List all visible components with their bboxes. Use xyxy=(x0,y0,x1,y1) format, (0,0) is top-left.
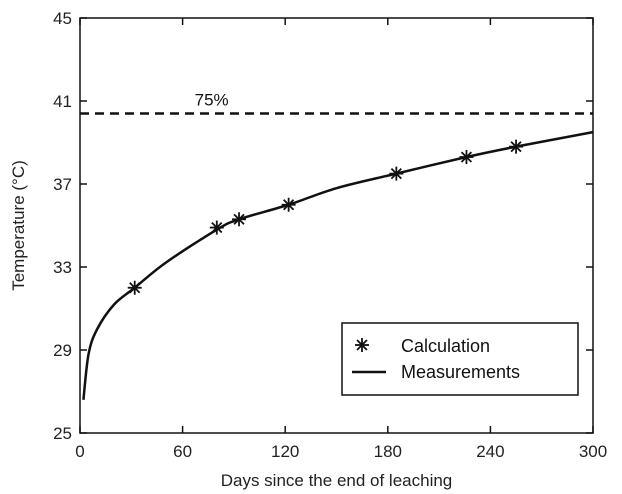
x-tick-label: 0 xyxy=(75,442,84,461)
marker-stroke xyxy=(460,151,473,163)
x-axis: 0 60 120 180 240 300 xyxy=(75,18,607,461)
y-axis-label: Temperature (°C) xyxy=(9,160,28,291)
calculation-point xyxy=(459,150,474,165)
x-tick-label: 300 xyxy=(579,442,607,461)
y-axis: 25 29 33 37 41 45 xyxy=(53,9,593,443)
marker-stroke xyxy=(211,221,223,234)
marker-stroke xyxy=(129,282,141,294)
calculation-point xyxy=(281,197,296,212)
marker-stroke xyxy=(390,168,402,180)
x-tick-label: 60 xyxy=(173,442,192,461)
x-axis-label: Days since the end of leaching xyxy=(221,471,453,490)
y-tick-label: 37 xyxy=(53,175,72,194)
calculation-point xyxy=(389,166,404,181)
y-tick-label: 25 xyxy=(53,424,72,443)
legend: Calculation Measurements xyxy=(341,322,579,396)
calculation-point xyxy=(232,212,247,227)
marker-stroke xyxy=(510,141,522,153)
plot-frame xyxy=(79,17,594,434)
legend-calculation-label: Calculation xyxy=(401,336,490,356)
legend-asterisk xyxy=(355,338,369,352)
y-tick-label: 45 xyxy=(53,9,72,28)
calculation-series xyxy=(127,139,524,295)
y-tick-label: 29 xyxy=(53,341,72,360)
marker-stroke xyxy=(233,213,245,225)
legend-box xyxy=(341,322,579,396)
reference-line-label: 75% xyxy=(195,90,229,109)
x-tick-label: 240 xyxy=(476,442,504,461)
marker-stroke xyxy=(283,199,295,211)
legend-measurements-label: Measurements xyxy=(401,362,520,382)
calculation-point xyxy=(127,280,142,295)
y-tick-label: 41 xyxy=(53,92,72,111)
x-tick-label: 180 xyxy=(374,442,402,461)
marker-stroke xyxy=(356,339,368,351)
x-tick-label: 120 xyxy=(271,442,299,461)
y-tick-label: 33 xyxy=(53,258,72,277)
plot-frame-rect xyxy=(79,17,594,434)
calculation-point xyxy=(509,139,524,154)
legend-calculation-marker xyxy=(355,338,369,352)
calculation-point xyxy=(209,220,224,235)
